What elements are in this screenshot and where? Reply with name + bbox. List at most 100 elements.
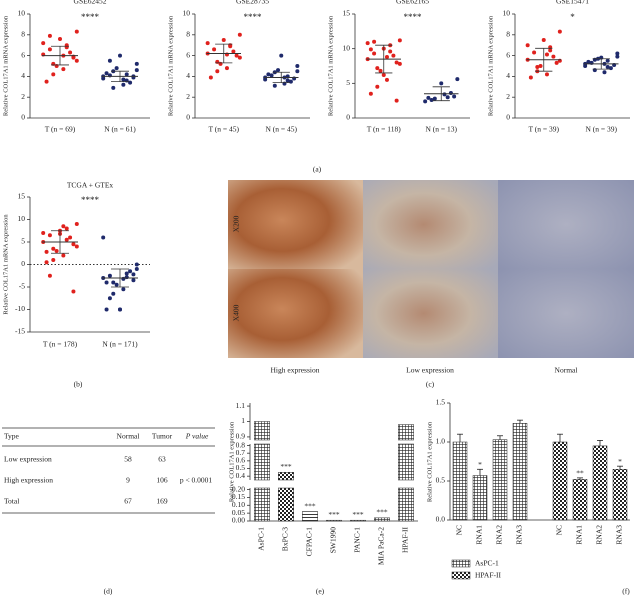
chart-title: GSE62452 [74,0,107,6]
significance: *** [376,508,388,517]
x-tick-label: N (n = 39) [585,125,617,134]
y-tick-label: 8 [21,30,25,39]
y-tick-label: 2 [186,92,190,101]
data-point [58,36,62,41]
y-tick-label: 10 [183,9,191,18]
data-point [586,59,591,64]
data-point [121,287,126,292]
panel-label: (d) [104,587,113,596]
x-tick-label: N (n = 13) [425,125,457,134]
column-label: Normal [555,366,578,375]
x-tick-label: T (n = 118) [367,125,402,134]
y-tick-label: 6 [506,50,510,59]
bar [278,487,294,522]
x-tick-label: RNA1 [575,525,584,545]
bar [374,517,390,522]
legend-swatch [451,571,471,580]
legend-swatch [451,559,471,568]
data-point [47,273,52,278]
data-point [455,77,460,82]
data-point [615,51,620,56]
y-tick-label: 0.4 [236,471,246,480]
y-tick-label: 0.0 [436,515,446,524]
y-tick-label: 0.15 [232,492,245,501]
table-cell: 67 [124,497,132,506]
data-point [224,66,229,71]
table-header: P value [185,432,209,441]
x-tick-label: MIA PaCa-2 [377,527,386,565]
x-tick-label: T (n = 45) [208,125,239,134]
y-axis-label: Relative COL17A1 mRNA expression [487,15,494,116]
y-tick-label: 0.00 [232,516,245,525]
y-axis-label: Relative COL17A1 mRNA expression [327,15,334,116]
data-point [605,58,610,63]
data-point [544,72,549,77]
data-point [104,307,109,312]
bar [398,487,414,522]
data-point [104,280,109,285]
panel-label: (e) [316,587,325,596]
data-point [111,85,116,90]
data-point [378,68,383,73]
data-point [114,66,119,71]
data-point [381,73,386,78]
bar [350,519,366,522]
column-label: High expression [271,366,320,375]
data-point [41,41,46,46]
table-cell: Low expression [4,455,52,464]
column-label: Low expression [406,366,454,375]
data-point [583,64,588,68]
data-point [121,77,126,82]
data-point [445,95,450,100]
data-point [394,60,399,65]
x-tick-label: N (n = 61) [104,125,136,134]
table-cell: 9 [126,476,130,485]
table: Type Normal Tumor P value Low expression… [2,427,215,514]
data-point [372,51,377,56]
y-tick-label: 4 [186,71,190,80]
y-tick-label: 1 [241,416,245,425]
y-tick-label: 4 [21,71,25,80]
data-point [263,77,268,82]
data-point [44,260,49,265]
data-point [368,91,373,96]
image-high-x200 [228,180,363,269]
data-point [439,81,444,86]
x-tick-label: RNA3 [515,525,524,545]
data-point [118,307,122,312]
panel-label: (c) [426,380,435,389]
data-point [442,92,447,97]
data-point [285,78,290,83]
data-point [535,65,540,70]
y-tick-label: 0.05 [232,508,245,517]
significance: ** [576,469,584,478]
x-tick-label: RNA3 [615,525,624,545]
bar [254,487,270,522]
data-point [64,237,69,242]
data-point [215,69,220,74]
data-point [51,258,56,262]
table-cell: High expression [4,476,53,485]
y-tick-label: 15 [18,192,26,201]
y-tick-label: 15 [343,9,351,18]
data-point [134,68,139,73]
bar [398,443,414,481]
data-point [266,72,271,77]
significance: *** [280,462,292,471]
bar [302,511,318,522]
x-tick-label: NC [455,525,464,535]
data-point [615,54,620,59]
y-tick-label: 0.10 [232,500,245,509]
data-point [44,249,49,254]
bar [254,421,270,441]
data-point [121,82,126,87]
data-point [124,72,129,77]
x-tick-label: SW1990 [329,527,338,554]
data-point [131,272,136,277]
data-point [397,38,402,43]
x-tick-label: RNA1 [475,525,484,545]
image-normal-x400 [498,269,634,358]
significance: * [478,460,482,469]
data-point [231,49,236,54]
